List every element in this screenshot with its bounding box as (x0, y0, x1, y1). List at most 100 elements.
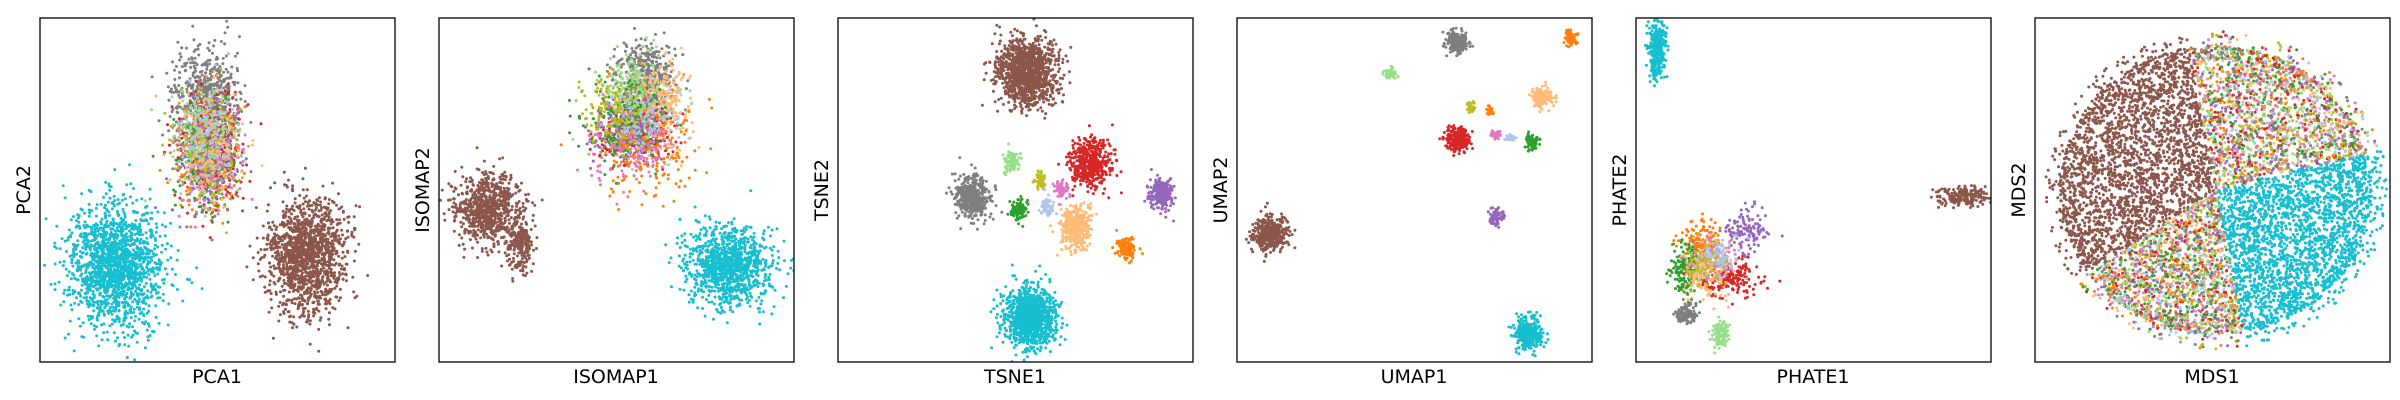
pca-point-cyan (146, 335, 150, 339)
pca-point-brown (315, 287, 319, 291)
pca-point-cyan (134, 314, 137, 318)
pca-point-cyan (131, 300, 135, 304)
pca-point-cyan (87, 208, 91, 212)
pca-point-brown (352, 235, 356, 239)
pca-point-brown (311, 272, 315, 275)
pca-point-olive (162, 152, 166, 156)
pca-point-gray (167, 129, 171, 133)
pca-point-gray (186, 84, 190, 88)
pca-point-orange (189, 225, 193, 229)
pca-point-cyan (63, 336, 67, 340)
pca-point-cyan (162, 277, 166, 281)
pca-point-cyan (94, 255, 98, 259)
pca-point-brown (277, 258, 281, 262)
pca-point-brown (332, 258, 336, 262)
pca-point-lightgreen (184, 118, 188, 121)
pca-point-cyan (84, 252, 88, 256)
pca-point-gray (203, 71, 207, 75)
pca-point-brown (309, 251, 313, 255)
pca-point-gray (224, 105, 228, 109)
pca-point-brown (285, 272, 289, 276)
pca-point-brown (272, 242, 275, 246)
pca-point-gray (206, 79, 210, 83)
pca-point-cyan (53, 262, 57, 266)
pca-point-brown (313, 208, 317, 212)
pca-point-gray (232, 104, 236, 108)
pca-point-cyan (147, 304, 151, 308)
pca-point-brown (298, 194, 302, 197)
pca-point-red (208, 236, 212, 240)
pca-point-cyan (53, 241, 57, 245)
pca-point-cyan (109, 305, 112, 309)
pca-point-brown (325, 242, 329, 246)
pca-point-brown (354, 204, 358, 208)
pca-point-lightgreen (204, 148, 208, 152)
pca-point-cyan (77, 214, 81, 218)
pca-point-cyan (102, 331, 106, 335)
pca-point-cyan (142, 313, 146, 316)
pca-point-brown (319, 316, 323, 320)
pca-point-gray (174, 106, 178, 110)
pca-point-brown (300, 223, 304, 227)
pca-point-cyan (71, 292, 75, 296)
pca-point-pink (181, 198, 185, 202)
pca-point-gray (183, 62, 187, 66)
pca-point-brown (265, 209, 269, 213)
pca-point-cyan (80, 335, 84, 339)
pca-point-brown (298, 206, 302, 210)
pca-point-cyan (58, 247, 62, 251)
pca-point-gray (178, 52, 182, 56)
pca-point-cyan (87, 214, 91, 218)
pca-point-brown (290, 301, 294, 305)
pca-point-brown (292, 252, 295, 256)
pca-point-brown (320, 213, 324, 217)
pca-point-purple (165, 177, 168, 181)
pca-point-brown (256, 262, 260, 266)
pca-point-brown (327, 266, 331, 270)
pca-point-cyan (75, 224, 79, 228)
pca-point-brown (315, 267, 319, 271)
pca-point-brown (324, 301, 328, 305)
pca-point-cyan (188, 278, 191, 282)
pca-point-cyan (117, 264, 121, 268)
pca-point-cyan (116, 284, 120, 288)
pca-point-cyan (80, 283, 84, 287)
pca-point-cyan (87, 245, 91, 249)
pca-point-gray (236, 105, 240, 109)
pca-point-cyan (158, 234, 162, 238)
pca-point-brown (317, 299, 320, 303)
pca-point-cyan (62, 291, 66, 295)
pca-point-cyan (153, 247, 156, 251)
pca-point-brown (326, 292, 330, 296)
pca-point-brown (322, 266, 326, 270)
pca-point-brown (313, 295, 317, 299)
pca-point-lightgreen (203, 138, 206, 142)
pca-point-gray (177, 76, 181, 80)
pca-point-brown (311, 279, 315, 283)
pca-point-brown (241, 209, 245, 213)
pca-point-orange (232, 184, 236, 187)
pca-point-cyan (134, 262, 138, 266)
pca-point-cyan (79, 234, 83, 238)
pca-point-brown (290, 212, 293, 216)
pca-point-cyan (102, 258, 106, 262)
pca-point-olive (207, 146, 211, 150)
pca-point-cyan (195, 266, 199, 270)
pca-point-cyan (87, 202, 91, 206)
pca-point-brown (355, 294, 359, 298)
pca-point-lightgreen (171, 123, 175, 127)
pca-point-cyan (105, 219, 109, 223)
pca-point-brown (328, 297, 332, 301)
pca-point-gray (223, 42, 227, 46)
pca-point-cyan (132, 307, 136, 311)
pca-point-cyan (125, 292, 129, 295)
pca-point-cyan (70, 261, 74, 265)
pca-point-cyan (134, 255, 138, 259)
pca-point-lightgreen (204, 206, 207, 210)
pca-point-purple (239, 161, 243, 165)
pca-point-cyan (115, 246, 119, 250)
pca-point-brown (290, 321, 294, 325)
pca-point-brown (282, 263, 285, 267)
pca-point-cyan (111, 272, 114, 276)
pca-point-brown (293, 215, 297, 219)
